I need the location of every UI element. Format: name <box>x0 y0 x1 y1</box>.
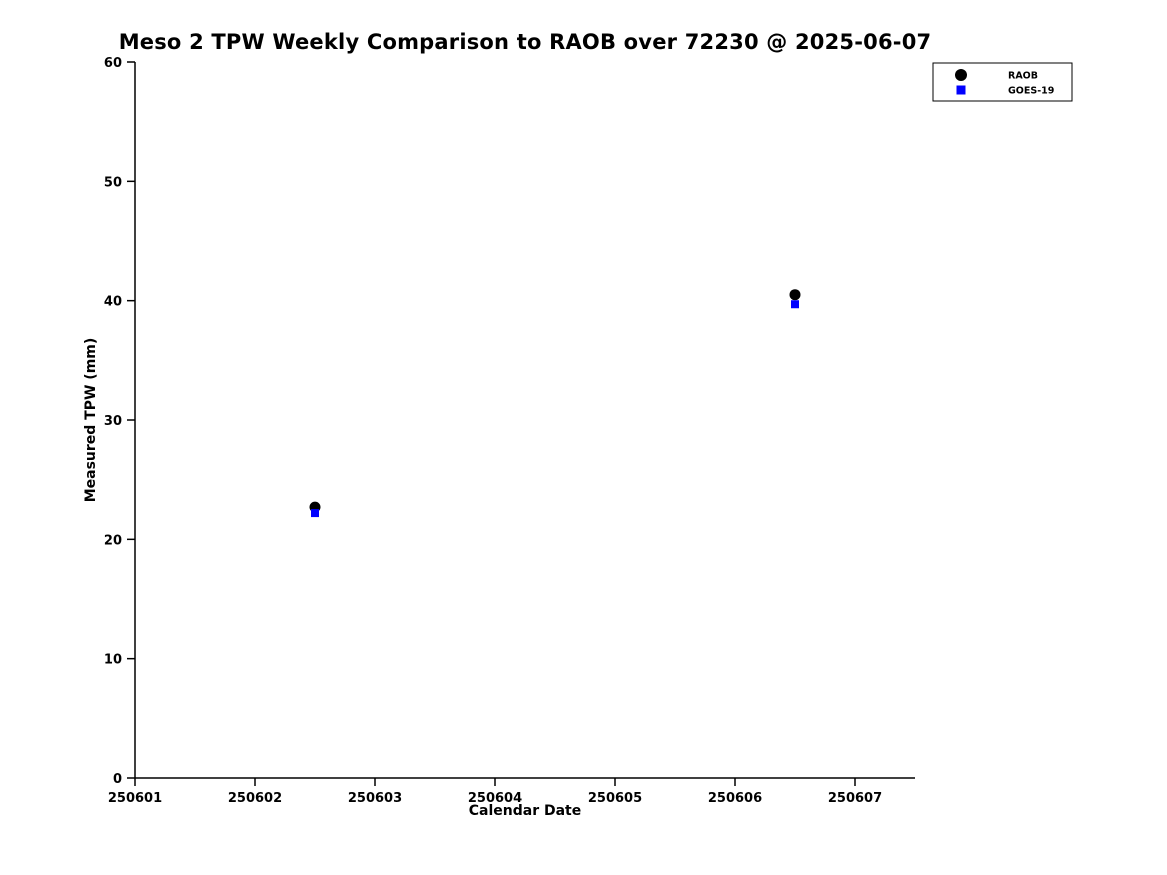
chart-title: Meso 2 TPW Weekly Comparison to RAOB ove… <box>118 30 932 54</box>
y-axis-label: Measured TPW (mm) <box>83 338 99 503</box>
legend-marker-raob <box>955 69 967 81</box>
x-tick-label: 250604 <box>468 791 522 806</box>
data-point-goes-19 <box>791 300 799 309</box>
x-tick-label: 250606 <box>708 791 762 806</box>
data-point-goes-19 <box>311 509 319 518</box>
legend-box <box>932 62 1073 102</box>
legend-label-raob: RAOB <box>1008 71 1038 82</box>
data-point-raob <box>789 289 801 301</box>
y-tick-label: 0 <box>113 772 122 787</box>
y-tick-label: 20 <box>104 533 122 548</box>
y-tick-label: 60 <box>104 56 122 71</box>
y-tick-label: 40 <box>104 295 122 310</box>
x-tick-label: 250607 <box>828 791 882 806</box>
y-tick-label: 30 <box>104 414 122 429</box>
legend-label-goes-19: GOES-19 <box>1008 86 1054 97</box>
x-tick-label: 250605 <box>588 791 642 806</box>
legend-marker-goes-19 <box>956 85 966 95</box>
y-tick-label: 10 <box>104 653 122 668</box>
x-tick-label: 250601 <box>108 791 162 806</box>
x-tick-label: 250602 <box>228 791 282 806</box>
x-axis-label: Calendar Date <box>469 803 582 819</box>
y-tick-label: 50 <box>104 175 122 190</box>
x-tick-label: 250603 <box>348 791 402 806</box>
